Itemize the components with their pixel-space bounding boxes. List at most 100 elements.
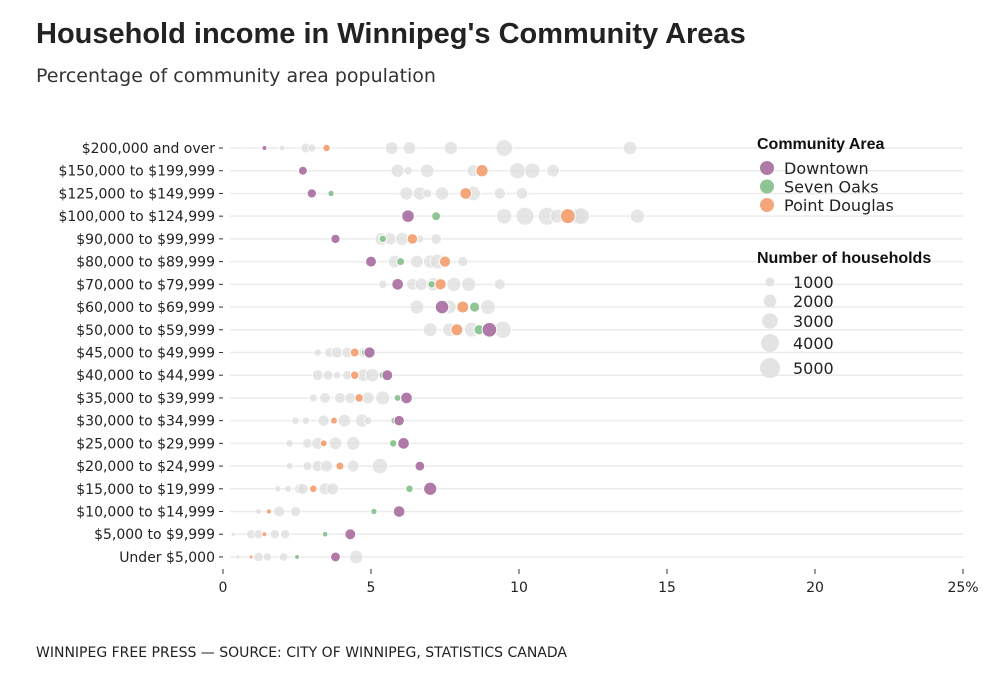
other-area-point <box>235 554 241 560</box>
other-area-point <box>328 436 343 451</box>
other-area-point <box>278 144 286 152</box>
point-seven-oaks <box>321 530 329 538</box>
point-point-douglas <box>349 370 360 380</box>
other-area-point <box>496 208 513 225</box>
point-point-douglas <box>330 416 338 425</box>
x-tick-label: 15 <box>658 580 676 596</box>
other-area-point <box>319 392 331 404</box>
point-point-douglas <box>265 508 273 515</box>
chart-subtitle: Percentage of community area population <box>36 65 436 87</box>
legend-size-circle <box>762 313 778 329</box>
other-area-point <box>280 529 291 540</box>
point-downtown <box>381 369 394 382</box>
legend-label: Point Douglas <box>784 196 894 215</box>
other-area-point <box>378 279 388 289</box>
other-area-point <box>375 390 391 406</box>
other-area-point <box>320 459 334 473</box>
other-area-point <box>346 459 360 473</box>
point-seven-oaks <box>431 211 442 222</box>
other-area-point <box>420 163 435 178</box>
point-downtown <box>391 277 404 291</box>
other-area-point <box>269 529 280 540</box>
other-area-point <box>297 482 309 495</box>
point-seven-oaks <box>405 484 414 494</box>
row-label: $100,000 to $124,999 <box>58 209 215 225</box>
point-point-douglas <box>349 347 360 358</box>
other-area-point <box>622 140 638 156</box>
point-downtown <box>365 255 377 268</box>
legend-size-circle <box>761 334 779 352</box>
legend-size-title: Number of households <box>757 250 931 267</box>
x-tick-label: 20 <box>806 580 824 596</box>
other-area-point <box>346 436 361 451</box>
point-downtown <box>330 551 341 563</box>
row-label: $90,000 to $99,999 <box>76 232 215 248</box>
point-seven-oaks <box>469 301 481 313</box>
point-point-douglas <box>322 143 331 153</box>
other-area-point <box>317 414 330 427</box>
legend-label: Downtown <box>784 159 869 178</box>
other-area-point <box>403 166 413 176</box>
highlighted-areas-points <box>248 143 576 563</box>
legend-size-circle <box>760 358 780 378</box>
point-downtown <box>481 321 498 338</box>
x-axis-ticks: 0 5 10 15 20 25% <box>219 569 979 596</box>
point-point-douglas <box>335 461 345 471</box>
other-area-point <box>291 416 300 425</box>
other-area-point <box>313 348 322 357</box>
point-seven-oaks <box>396 257 406 267</box>
point-downtown <box>401 209 415 223</box>
point-downtown <box>261 145 268 151</box>
other-area-point <box>302 438 313 449</box>
row-label: $25,000 to $29,999 <box>76 436 215 452</box>
point-downtown <box>434 299 450 315</box>
point-downtown <box>306 188 317 199</box>
legend-swatch-seven-oaks <box>760 179 774 194</box>
point-point-douglas <box>559 208 576 225</box>
source-note: WINNIPEG FREE PRESS — SOURCE: CITY OF WI… <box>36 645 567 661</box>
point-point-douglas <box>261 531 268 538</box>
other-area-point <box>330 346 344 359</box>
x-tick-label: 0 <box>219 580 228 596</box>
other-area-point <box>409 299 425 315</box>
other-area-point <box>402 141 417 155</box>
legend-swatch-downtown <box>760 161 774 175</box>
legend-color-title: Community Area <box>757 136 885 153</box>
point-seven-oaks <box>393 393 402 402</box>
point-downtown <box>400 391 413 405</box>
other-area-point <box>255 508 262 515</box>
point-downtown <box>363 346 376 359</box>
other-area-point <box>241 146 246 150</box>
chart-title: Household income in Winnipeg's Community… <box>36 18 746 50</box>
row-label: $80,000 to $89,999 <box>76 255 215 271</box>
row-labels: $200,000 and over $150,000 to $199,999 $12… <box>58 141 215 566</box>
legend-size-label: 5000 <box>793 359 834 378</box>
other-area-point <box>546 163 560 178</box>
point-downtown <box>393 414 405 427</box>
other-area-point <box>285 439 294 448</box>
x-tick-label: 25% <box>947 580 978 596</box>
other-area-point <box>515 187 529 200</box>
point-seven-oaks <box>427 280 436 289</box>
point-point-douglas <box>248 554 254 560</box>
x-tick-label: 5 <box>367 580 376 596</box>
point-point-douglas <box>459 187 473 200</box>
point-point-douglas <box>456 300 470 314</box>
other-area-point <box>495 139 513 157</box>
other-area-point <box>422 188 433 199</box>
point-seven-oaks <box>327 189 335 198</box>
other-area-point <box>322 369 334 381</box>
point-point-douglas <box>475 164 489 178</box>
point-downtown <box>297 165 308 176</box>
point-point-douglas <box>319 439 328 448</box>
legend: Community Area Number of households Down… <box>757 136 931 378</box>
point-seven-oaks <box>370 507 378 516</box>
other-areas-points <box>230 139 645 565</box>
point-downtown <box>414 460 426 472</box>
legend-size-circle <box>763 294 777 308</box>
other-area-point <box>493 187 506 200</box>
other-area-point <box>363 416 373 426</box>
x-tick-label: 10 <box>510 580 528 596</box>
row-label: Under $5,000 <box>119 550 215 566</box>
other-area-point <box>443 140 458 156</box>
